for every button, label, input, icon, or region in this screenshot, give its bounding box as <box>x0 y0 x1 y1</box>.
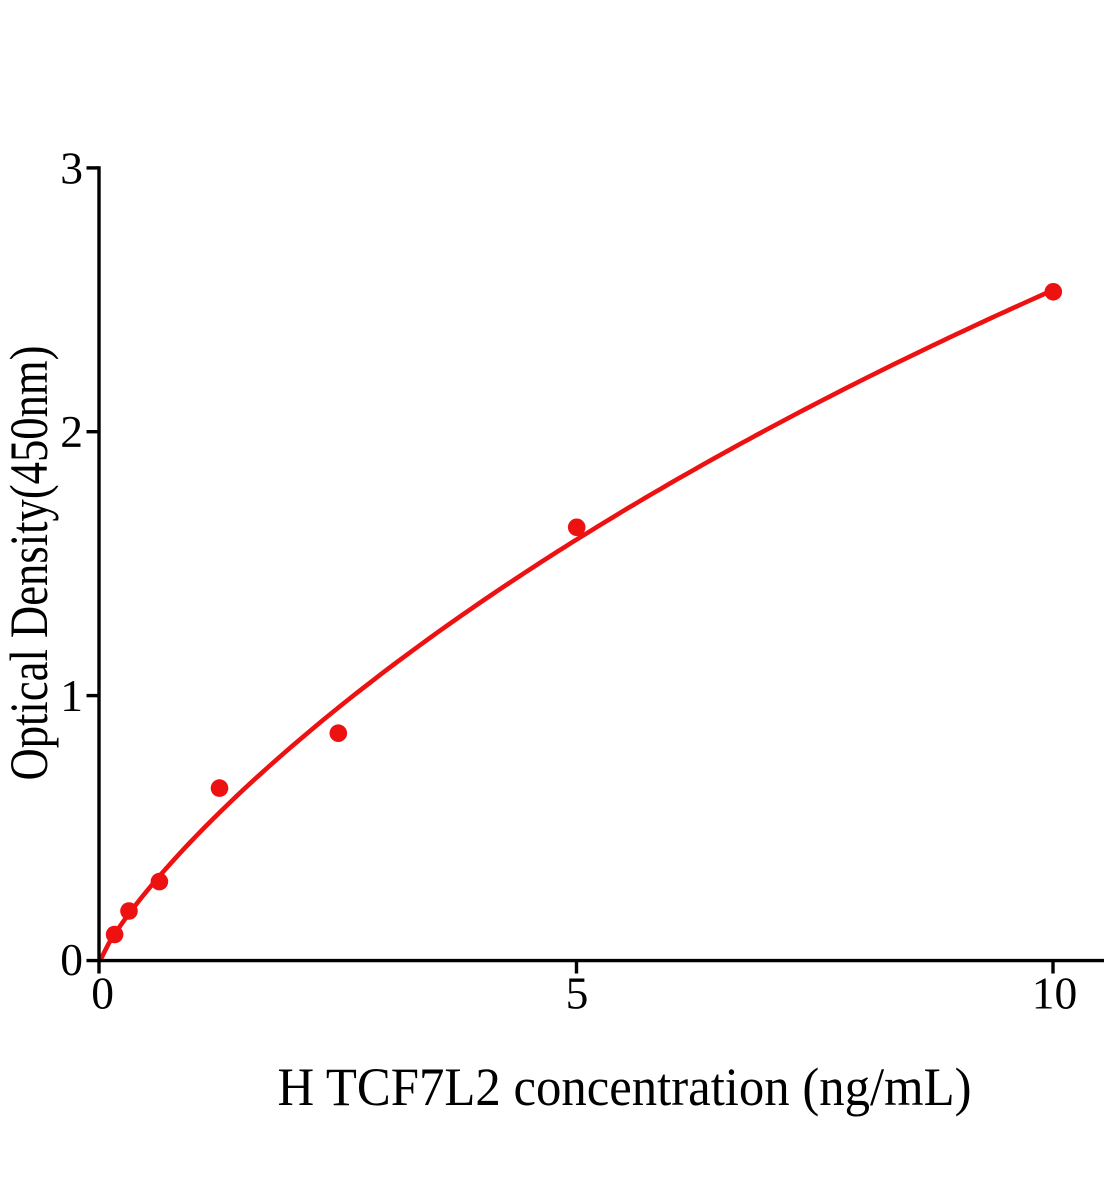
svg-text:5: 5 <box>566 968 589 1019</box>
svg-text:10: 10 <box>1032 968 1078 1019</box>
svg-text:2: 2 <box>60 406 83 457</box>
svg-text:Optical Density(450nm): Optical Density(450nm) <box>0 346 59 781</box>
svg-text:3: 3 <box>60 142 83 193</box>
svg-text:0: 0 <box>91 968 114 1019</box>
svg-text:H TCF7L2 concentration (ng/mL): H TCF7L2 concentration (ng/mL) <box>278 1057 972 1117</box>
svg-text:0: 0 <box>60 934 83 985</box>
svg-text:1: 1 <box>60 670 83 721</box>
